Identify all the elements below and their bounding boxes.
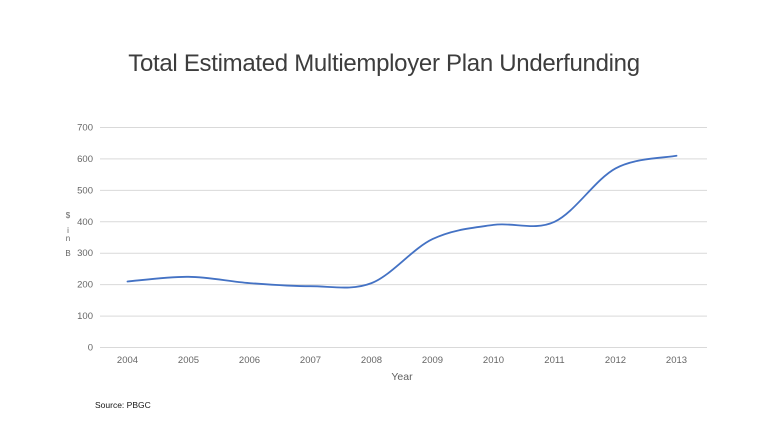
x-tick-label: 2009 bbox=[422, 355, 443, 366]
y-tick-label: 100 bbox=[77, 311, 93, 322]
x-tick-label: 2011 bbox=[544, 355, 564, 366]
y-tick-label: 0 bbox=[88, 343, 93, 354]
y-axis-title: $ i n B bbox=[65, 211, 71, 258]
x-tick-label: 2010 bbox=[483, 355, 504, 366]
x-tick-label: 2005 bbox=[178, 355, 199, 366]
chart-title: Total Estimated Multiemployer Plan Under… bbox=[128, 50, 640, 77]
series-line bbox=[126, 154, 678, 289]
x-tick-label: 2006 bbox=[239, 355, 260, 366]
source-note: Source: PBGC bbox=[95, 400, 151, 410]
x-axis-title: Year bbox=[391, 371, 413, 383]
x-tick-label: 2004 bbox=[117, 355, 138, 366]
x-tick-label: 2007 bbox=[300, 355, 321, 366]
y-tick-label: 400 bbox=[77, 217, 93, 228]
y-tick-label: 700 bbox=[77, 123, 93, 134]
y-tick-label: 200 bbox=[77, 280, 93, 291]
y-tick-label: 600 bbox=[77, 154, 93, 165]
x-tick-label: 2008 bbox=[361, 355, 382, 366]
x-tick-label: 2013 bbox=[666, 355, 687, 366]
x-tick-label: 2012 bbox=[605, 355, 626, 366]
y-tick-label: 500 bbox=[77, 185, 93, 196]
y-tick-label: 300 bbox=[77, 248, 93, 259]
